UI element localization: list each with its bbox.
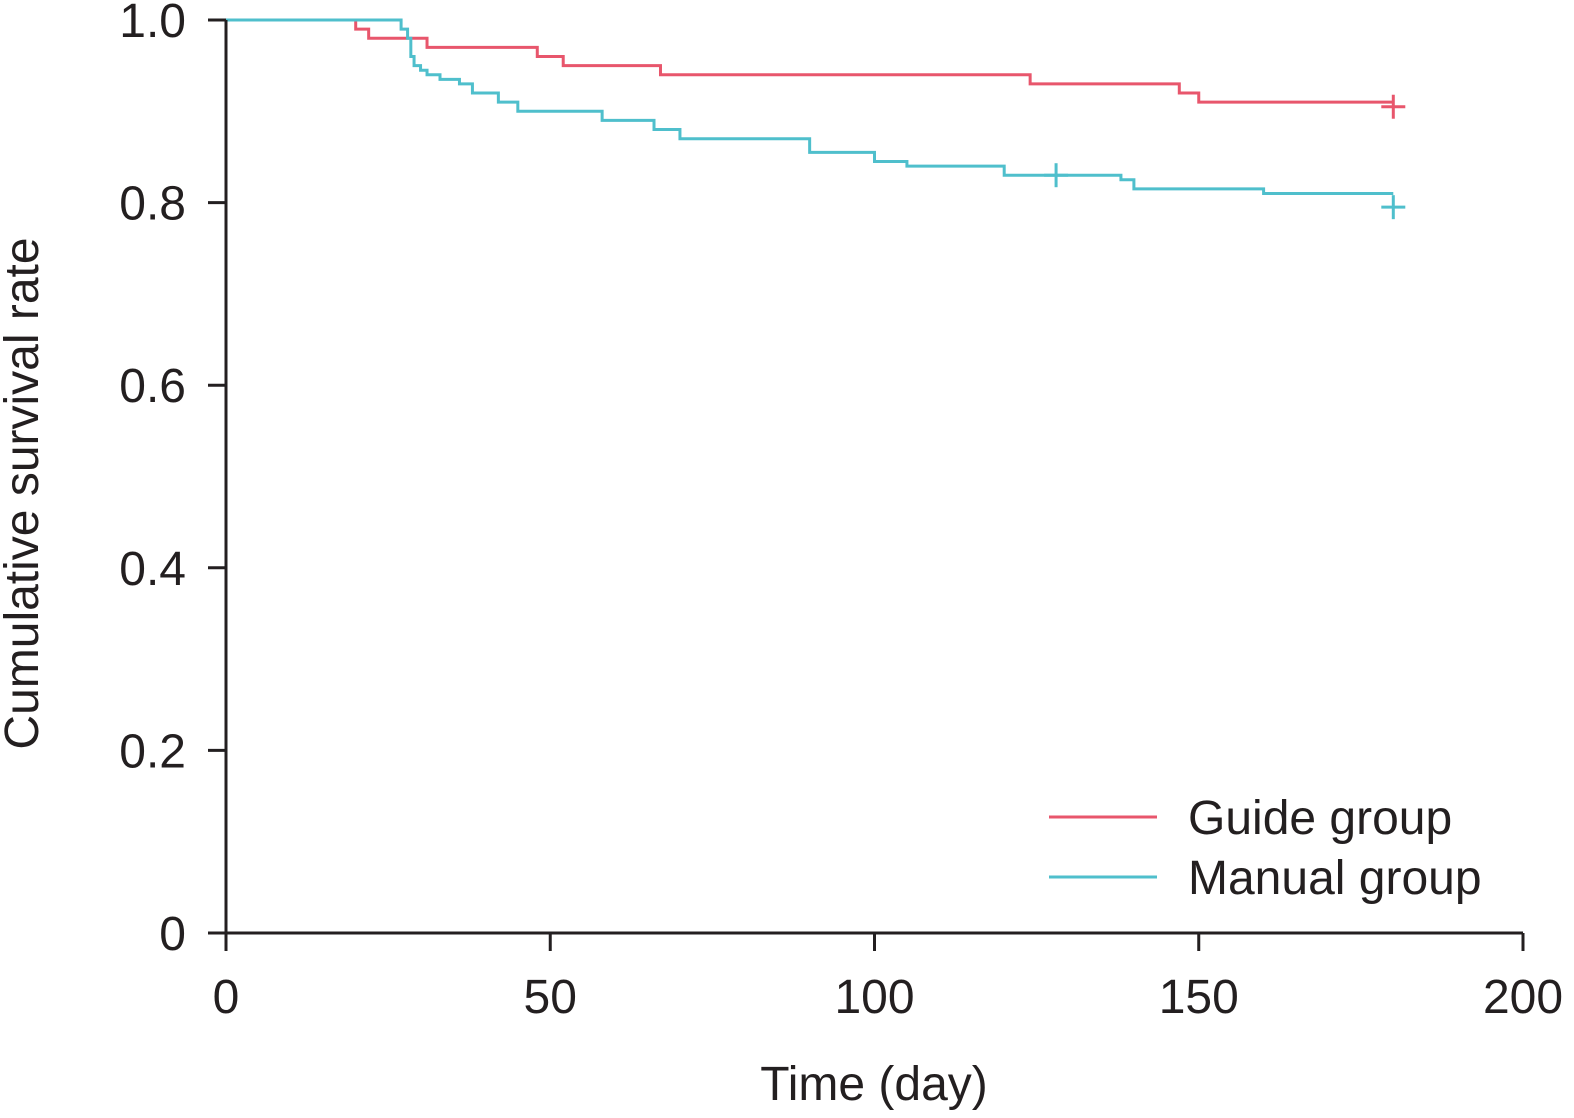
y-tick-label: 0.8: [119, 178, 186, 231]
series-line-guide-group: [226, 18, 1394, 104]
y-tick-label: 1.0: [119, 0, 186, 48]
series-line-manual-group: [226, 18, 1394, 195]
y-tick-label: 0.2: [119, 725, 186, 778]
x-tick-label: 0: [213, 971, 240, 1024]
y-tick-label: 0.4: [119, 543, 186, 596]
x-tick-label: 200: [1483, 971, 1563, 1024]
x-tick-label: 50: [524, 971, 577, 1024]
x-tick-label: 150: [1159, 971, 1239, 1024]
y-tick-label: 0.6: [119, 360, 186, 413]
legend-label-guide-group: Guide group: [1188, 792, 1452, 845]
legend: Guide group Manual group: [1049, 792, 1482, 905]
legend-label-manual-group: Manual group: [1188, 852, 1482, 905]
x-tick-label: 100: [834, 971, 914, 1024]
y-axis-title: Cumulative survival rate: [0, 237, 49, 749]
x-axis-title: Time (day): [760, 1058, 988, 1111]
series-layer: [226, 18, 1406, 220]
y-tick-label: 0: [159, 908, 186, 961]
ticks: 0 0.2 0.4 0.6 0.8 1.0 0 50 100 150 200: [119, 0, 1563, 1024]
